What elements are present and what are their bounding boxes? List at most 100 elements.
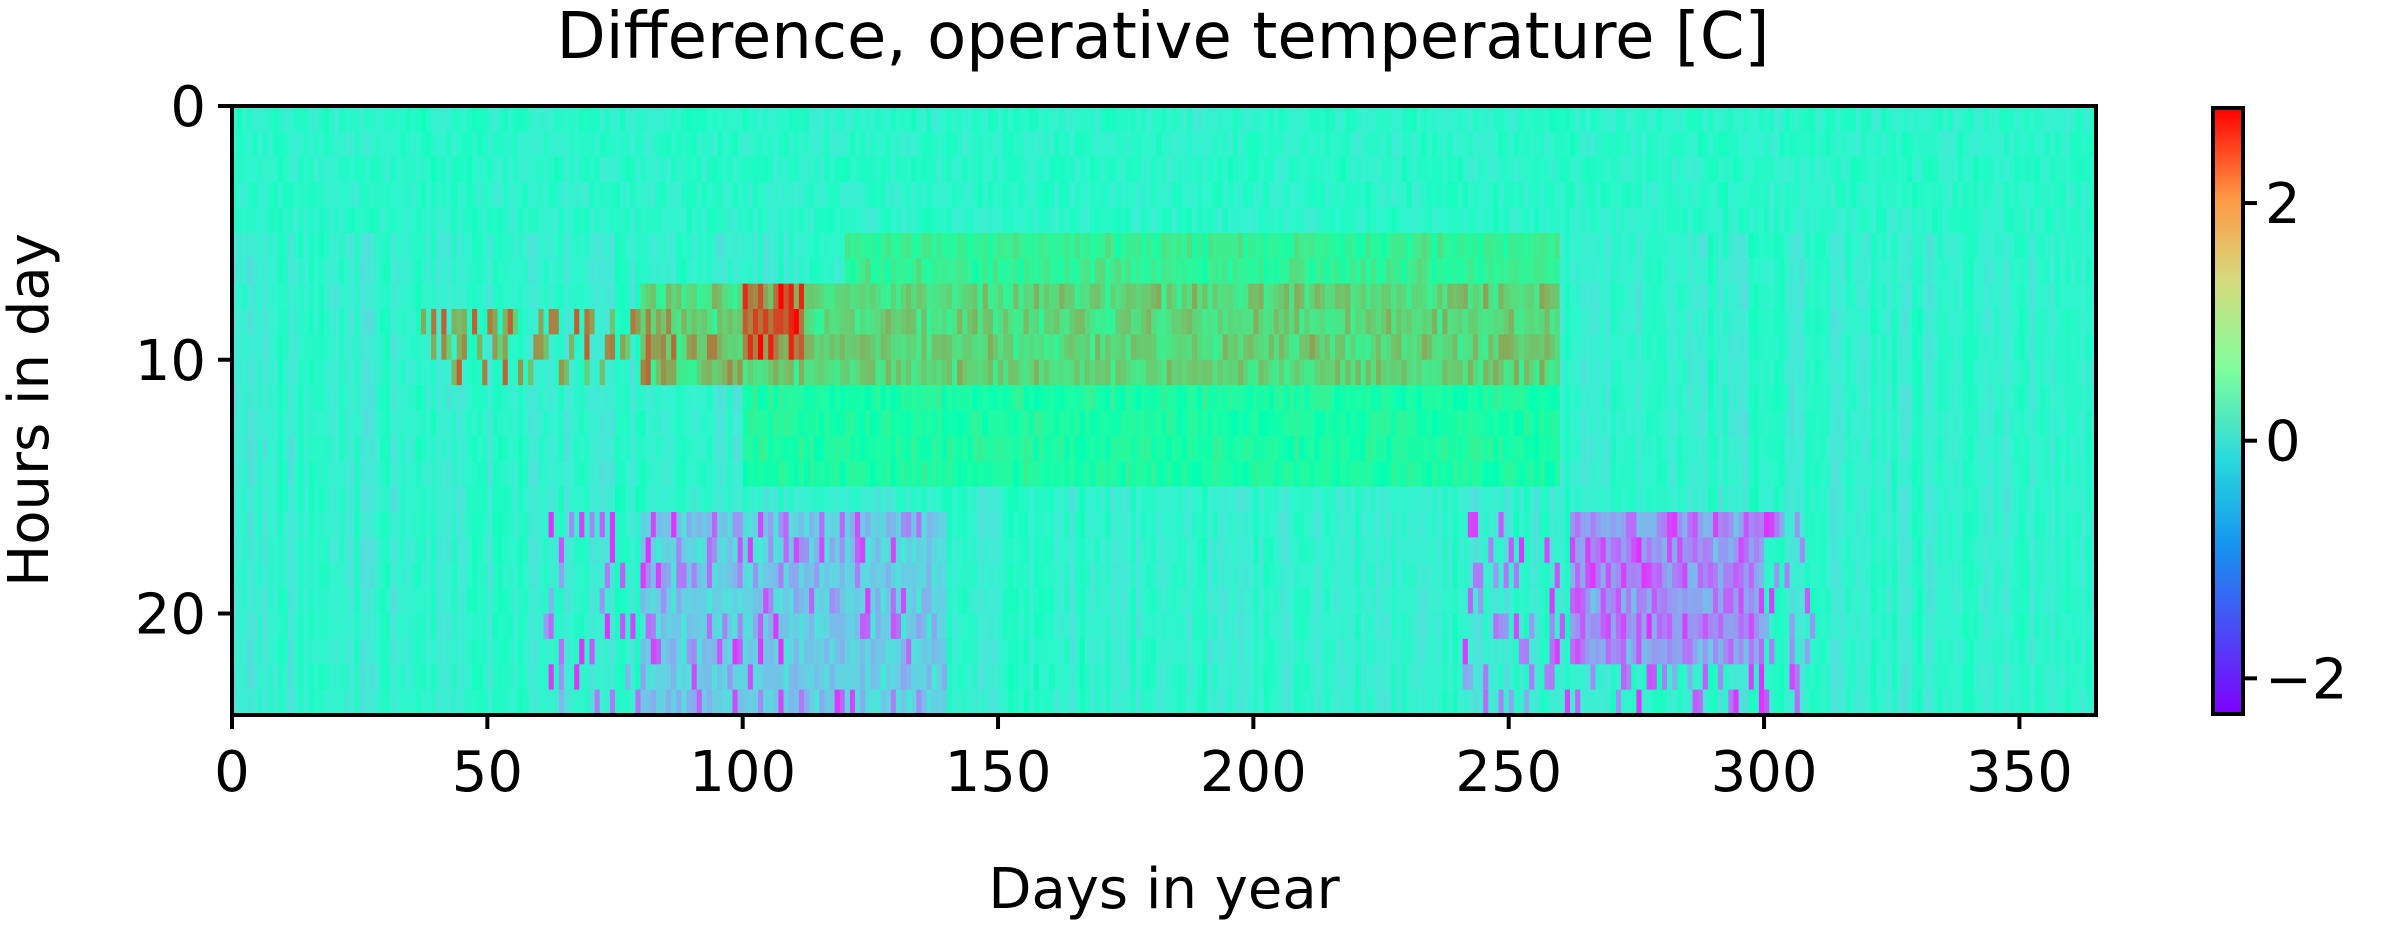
heatmap-cell [1013,435,1020,462]
heatmap-cell [803,131,810,158]
heatmap-cell [252,131,259,158]
heatmap-cell [885,283,892,310]
heatmap-cell [451,638,458,665]
heatmap-cell [803,461,810,488]
heatmap-cell [232,588,238,615]
heatmap-cell [686,334,693,361]
heatmap-cell [579,512,585,538]
heatmap-cell [921,182,928,209]
heatmap-cell [466,106,473,132]
heatmap-cell [334,309,340,335]
heatmap-cell [701,106,708,132]
heatmap-cell [758,359,764,386]
heatmap-cell [441,588,448,615]
heatmap-cell [1227,486,1234,513]
heatmap-cell [870,410,877,437]
heatmap-cell [798,334,805,361]
heatmap-cell [824,131,831,158]
heatmap-cell [737,613,744,640]
heatmap-cell [1059,207,1066,234]
heatmap-cell [1258,359,1265,386]
heatmap-cell [752,182,759,209]
heatmap-cell [834,258,841,285]
heatmap-cell [232,410,238,437]
heatmap-cell [604,359,611,386]
heatmap-cell [237,461,243,488]
heatmap-cell [497,461,504,488]
heatmap-cell [1289,664,1295,691]
heatmap-cell [1064,131,1071,158]
heatmap-cell [834,131,841,158]
heatmap-cell [502,486,509,513]
heatmap-cell [1258,385,1265,412]
heatmap-cell [329,588,335,615]
heatmap-cell [1018,385,1025,412]
heatmap-cell [1222,588,1229,615]
heatmap-cell [1054,309,1060,335]
heatmap-cell [512,512,519,538]
heatmap-cell [717,232,723,259]
heatmap-cell [528,588,534,615]
heatmap-cell [293,207,299,234]
heatmap-cell [308,410,315,437]
heatmap-cell [1202,486,1209,513]
heatmap-cell [860,461,866,488]
heatmap-cell [681,461,688,488]
heatmap-cell [977,689,984,716]
heatmap-cell [262,156,269,183]
heatmap-cell [277,461,284,488]
heatmap-cell [1227,512,1234,538]
heatmap-cell [497,410,504,437]
heatmap-cell [885,258,892,285]
heatmap-cell [461,258,468,285]
heatmap-cell [267,385,274,412]
heatmap-cell [456,638,463,665]
heatmap-cell [426,512,432,538]
heatmap-cell [732,182,739,209]
heatmap-cell [329,131,335,158]
heatmap-cell [712,207,718,234]
heatmap-cell [732,283,739,310]
heatmap-cell [839,664,846,691]
heatmap-cell [599,435,606,462]
heatmap-cell [487,638,494,665]
heatmap-cell [957,359,963,386]
heatmap-cell [992,385,999,412]
heatmap-cell [558,182,565,209]
heatmap-cell [987,486,994,513]
heatmap-cell [671,232,677,259]
heatmap-cell [788,486,795,513]
heatmap-cell [1018,562,1025,589]
heatmap-cell [262,309,269,335]
heatmap-cell [517,664,524,691]
heatmap-cell [492,106,499,132]
heatmap-cell [405,182,412,209]
heatmap-cell [1258,410,1265,437]
heatmap-cell [257,435,264,462]
heatmap-cell [538,638,545,665]
heatmap-cell [701,207,708,234]
heatmap-cell [860,258,866,285]
heatmap-cell [666,638,672,665]
heatmap-cell [329,182,335,209]
heatmap-cell [431,664,437,691]
heatmap-cell [803,385,810,412]
heatmap-cell [717,562,723,589]
heatmap-cell [992,537,999,564]
heatmap-cell [1268,461,1275,488]
heatmap-cell [1181,537,1188,564]
heatmap-cell [691,283,698,310]
heatmap-cell [1238,334,1244,361]
heatmap-cell [420,588,427,615]
heatmap-cell [931,461,938,488]
heatmap-cell [783,156,790,183]
heatmap-cell [339,359,345,386]
heatmap-cell [1033,638,1040,665]
heatmap-cell [339,131,345,158]
heatmap-cell [814,512,820,538]
heatmap-cell [1105,207,1111,234]
heatmap-cell [329,638,335,665]
heatmap-cell [1054,207,1060,234]
heatmap-cell [722,410,728,437]
heatmap-cell [778,106,785,132]
